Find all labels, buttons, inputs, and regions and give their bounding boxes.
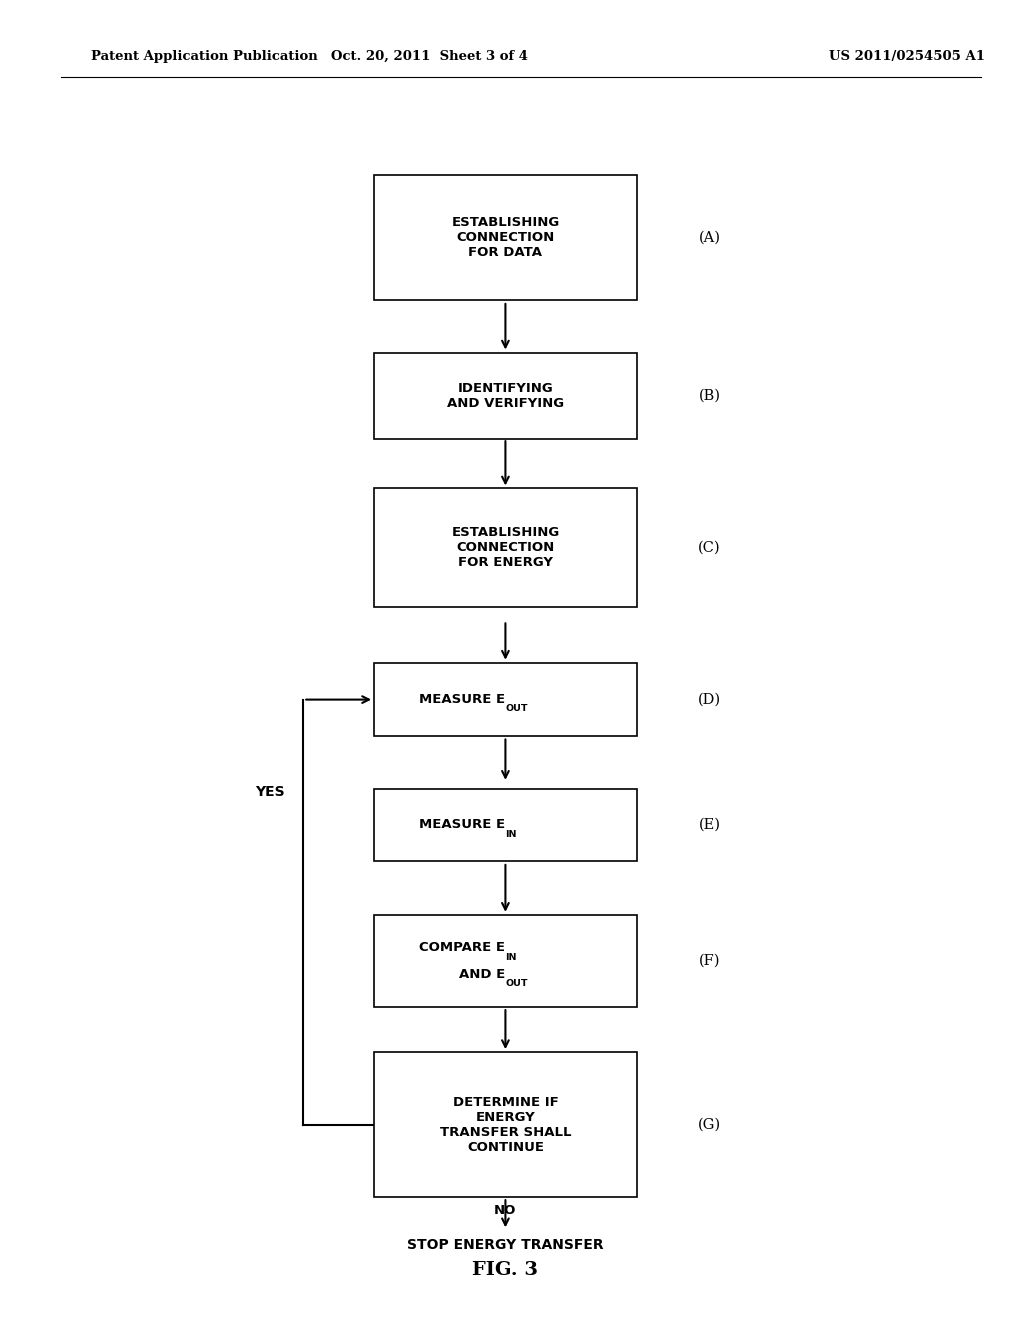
Bar (374, 789, 637, 862)
Text: FIG. 3: FIG. 3 (472, 1261, 539, 1279)
Text: NO: NO (495, 1204, 517, 1217)
Text: IDENTIFYING
AND VERIFYING: IDENTIFYING AND VERIFYING (446, 381, 564, 411)
Text: ESTABLISHING
CONNECTION
FOR DATA: ESTABLISHING CONNECTION FOR DATA (452, 216, 559, 259)
Text: Patent Application Publication: Patent Application Publication (91, 50, 317, 63)
Text: AND E: AND E (459, 968, 506, 981)
Text: (F): (F) (698, 954, 720, 968)
Text: COMPARE E: COMPARE E (420, 941, 506, 954)
Text: (C): (C) (698, 541, 721, 554)
Text: IN: IN (506, 953, 517, 961)
Text: ESTABLISHING
CONNECTION
FOR ENERGY: ESTABLISHING CONNECTION FOR ENERGY (452, 527, 559, 569)
Bar (374, 915, 637, 1007)
Text: (E): (E) (698, 818, 721, 832)
Text: Oct. 20, 2011  Sheet 3 of 4: Oct. 20, 2011 Sheet 3 of 4 (331, 50, 528, 63)
Bar (374, 176, 637, 301)
Text: (D): (D) (698, 693, 721, 706)
Text: MEASURE E: MEASURE E (419, 693, 506, 706)
Text: MEASURE E: MEASURE E (419, 818, 506, 832)
Bar (374, 488, 637, 607)
Text: IN: IN (506, 830, 517, 838)
Bar (374, 664, 637, 737)
Text: US 2011/0254505 A1: US 2011/0254505 A1 (828, 50, 985, 63)
Bar (374, 354, 637, 438)
Bar (374, 1052, 637, 1197)
Text: YES: YES (255, 785, 285, 799)
Text: (B): (B) (698, 389, 721, 403)
Text: (A): (A) (698, 231, 721, 244)
Text: DETERMINE IF
ENERGY
TRANSFER SHALL
CONTINUE: DETERMINE IF ENERGY TRANSFER SHALL CONTI… (439, 1096, 571, 1154)
Text: (G): (G) (698, 1118, 721, 1131)
Text: OUT: OUT (506, 705, 528, 713)
Text: OUT: OUT (506, 979, 528, 987)
Text: STOP ENERGY TRANSFER: STOP ENERGY TRANSFER (408, 1238, 604, 1251)
